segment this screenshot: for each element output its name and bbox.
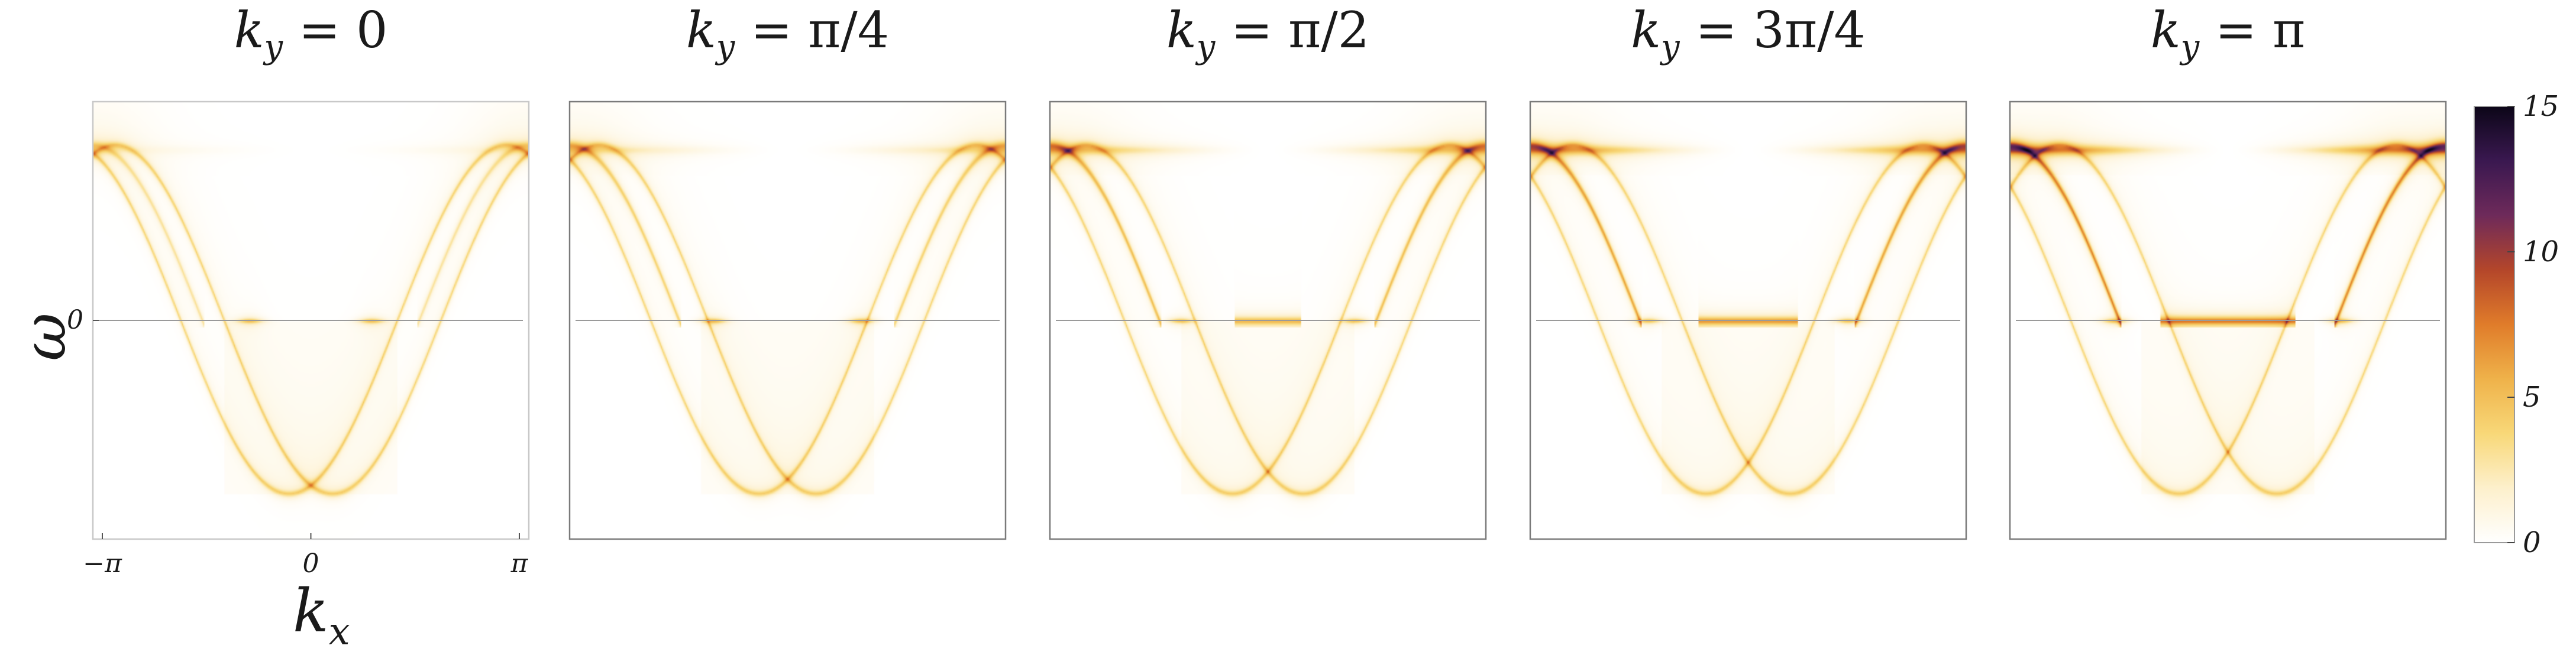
panel-title-sub: y [1195, 28, 1216, 66]
panel-title-k: k [1166, 1, 1197, 59]
panel-title-k: k [1631, 1, 1661, 59]
panel-4: ky = π [2009, 1, 2447, 540]
panel-title-sub: y [715, 28, 736, 66]
colorbar-tick-label: 10 [2523, 235, 2559, 268]
panel-title: ky = 0 [234, 1, 388, 66]
panel-title: ky = π [2151, 1, 2306, 66]
x-axis-label: kx [293, 576, 350, 654]
panel-3: ky = 3π/4 [1529, 1, 1967, 540]
x-tick-label: −π [83, 549, 122, 579]
panel-frame [1529, 100, 1967, 540]
colorbar: 0 5 10 15 [2474, 90, 2559, 559]
colorbar-bar [2474, 106, 2515, 543]
panel-0: ky = 0 0 −π 0 π [67, 1, 530, 579]
panel-title-rest: = 3π/4 [1680, 1, 1866, 59]
panel-title-sub: y [2179, 28, 2200, 66]
panel-title-k: k [2151, 1, 2181, 59]
panel-title-sub: y [1659, 28, 1680, 66]
x-axis-label-sub: x [329, 610, 350, 654]
panel-title-rest: = 0 [283, 1, 387, 59]
panels-group: ky = 00−π 0 πky = π/4 ky = π/2 ky = 3π/4 ky =… [67, 1, 2447, 579]
panel-title: ky = π/2 [1166, 1, 1369, 66]
panel-frame [568, 100, 1007, 540]
svg-text:kx: kx [293, 576, 350, 654]
panel-title-rest: = π/2 [1215, 1, 1369, 59]
panel-title-k: k [686, 1, 716, 59]
x-tick-label: π [510, 549, 529, 579]
panel-title-rest: = π [2199, 1, 2305, 59]
panel-title-sub: y [263, 28, 284, 66]
y-axis-label: ω [10, 313, 79, 361]
panel-frame [1049, 100, 1487, 540]
panel-title-k: k [234, 1, 264, 59]
panel-1: ky = π/4 [568, 1, 1007, 540]
y-tick-label: 0 [67, 305, 83, 335]
panel-title-rest: = π/4 [735, 1, 889, 59]
colorbar-tick-label: 5 [2523, 381, 2541, 414]
colorbar-tick-label: 15 [2523, 90, 2559, 123]
panel-title: ky = π/4 [686, 1, 889, 66]
y-axis-label-text: ω [10, 313, 79, 361]
panel-frame [2009, 100, 2447, 540]
panel-2: ky = π/2 [1049, 1, 1487, 540]
x-tick-label: 0 [303, 549, 319, 579]
colorbar-tick-label: 0 [2523, 526, 2541, 559]
x-axis-label-main: k [293, 576, 329, 645]
panel-title: ky = 3π/4 [1631, 1, 1866, 66]
